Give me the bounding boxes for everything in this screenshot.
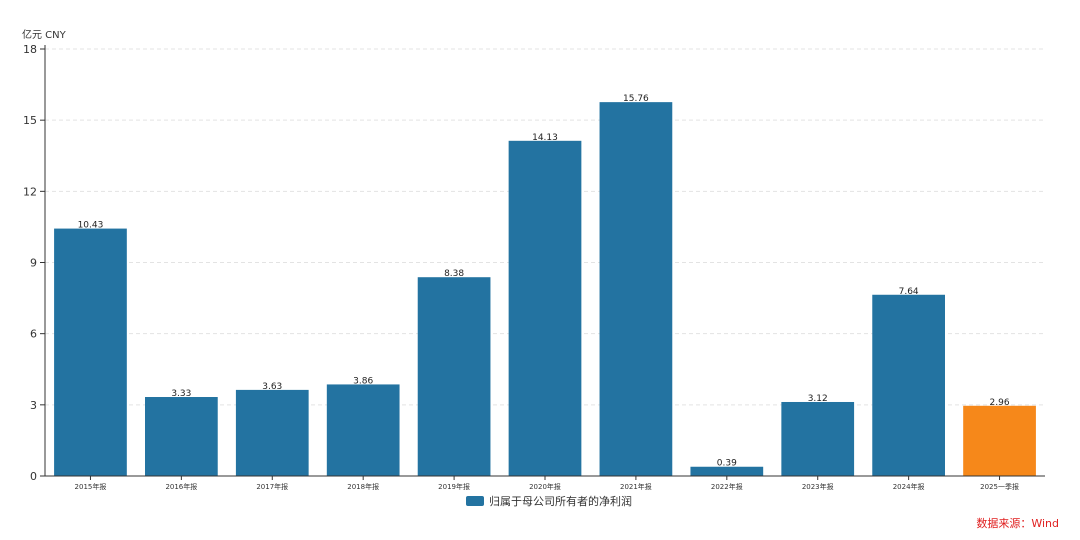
x-tick-label: 2018年报 <box>347 482 379 491</box>
bar-value-label: 8.38 <box>444 269 464 279</box>
x-tick-label: 2022年报 <box>711 482 743 491</box>
y-tick-label: 3 <box>30 399 37 412</box>
bar[interactable] <box>417 277 491 476</box>
y-tick-label: 6 <box>30 328 37 341</box>
x-tick-label: 2024年报 <box>893 482 925 491</box>
x-axis: 2015年报 2016年报 2017年报 2018年报 2019年报 2020年报 2021… <box>45 475 1045 491</box>
bar[interactable] <box>235 389 309 476</box>
bar[interactable] <box>599 102 673 476</box>
x-tick-label: 2015年报 <box>75 482 107 491</box>
y-tick-label: 15 <box>23 114 37 127</box>
bars <box>54 102 1036 476</box>
x-tick-label: 2025一季报 <box>980 482 1019 491</box>
bar[interactable] <box>508 140 582 476</box>
y-tick-label: 0 <box>30 470 37 483</box>
bar-value-label: 2.96 <box>990 398 1010 408</box>
y-axis-unit-label: 亿元 CNY <box>22 28 67 41</box>
bar[interactable] <box>54 228 127 476</box>
x-tick-label: 2021年报 <box>620 482 652 491</box>
legend[interactable]: 归属于母公司所有者的净利润 <box>466 494 632 508</box>
x-tick-label: 2020年报 <box>529 482 561 491</box>
bar[interactable] <box>145 397 218 476</box>
x-tick-label: 2017年报 <box>256 482 288 491</box>
bar-value-label: 15.76 <box>623 94 649 104</box>
bar-value-label: 3.12 <box>808 394 828 404</box>
x-tick-label: 2019年报 <box>438 482 470 491</box>
bar-value-label: 14.13 <box>532 133 558 143</box>
value-labels: 10.43 3.33 3.63 3.86 8.38 14.13 15.76 0.39 3.12 7… <box>78 94 1010 469</box>
legend-label: 归属于母公司所有者的净利润 <box>489 494 632 508</box>
bar[interactable] <box>963 405 1036 476</box>
y-tick-label: 9 <box>30 257 37 270</box>
y-tick-label: 18 <box>23 43 37 56</box>
bar-value-label: 10.43 <box>78 221 104 231</box>
y-tick-label: 12 <box>23 185 37 198</box>
y-axis: 0 3 6 9 12 15 18 <box>23 43 46 483</box>
bar[interactable] <box>781 401 855 476</box>
data-source-label: 数据来源：Wind <box>976 516 1059 530</box>
bar-value-label: 3.33 <box>171 389 191 399</box>
x-tick-label: 2016年报 <box>165 482 197 491</box>
bar-value-label: 7.64 <box>899 287 919 297</box>
x-tick-label: 2023年报 <box>802 482 834 491</box>
bar[interactable] <box>326 384 400 476</box>
bar[interactable] <box>690 466 764 476</box>
bar-value-label: 0.39 <box>717 459 737 469</box>
bar-value-label: 3.86 <box>353 376 373 386</box>
bar[interactable] <box>872 294 945 476</box>
bar-value-label: 3.63 <box>262 382 282 392</box>
legend-swatch <box>466 496 484 506</box>
